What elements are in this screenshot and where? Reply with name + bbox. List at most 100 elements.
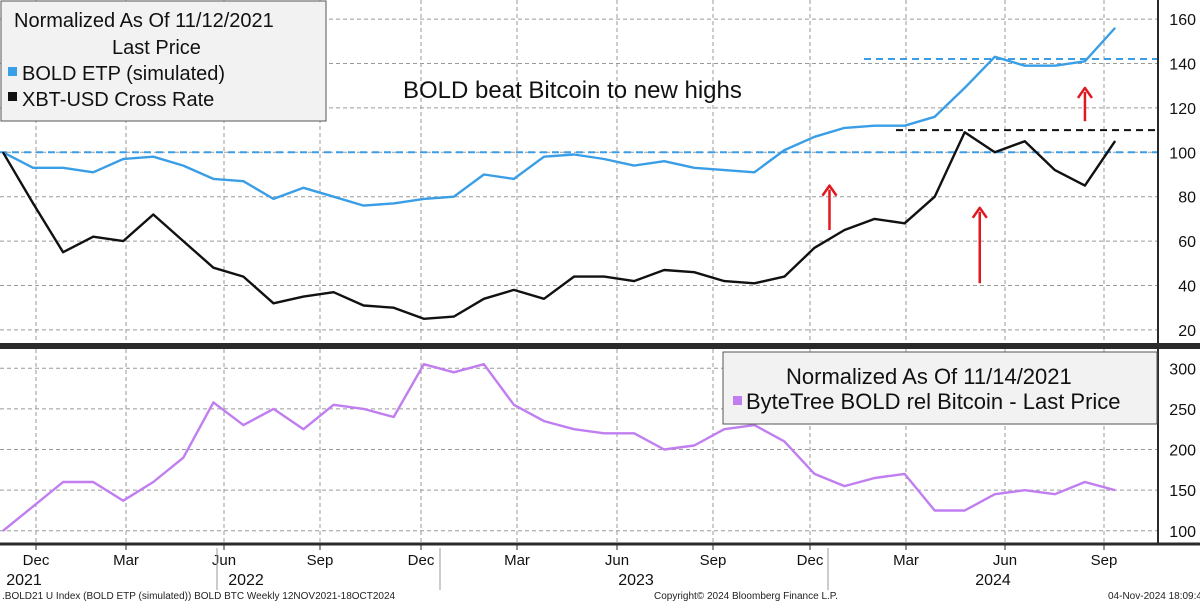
data-point [663,269,665,271]
month-tick-label: Jun [212,552,236,569]
data-point [813,473,816,475]
legend-label-xbt-usd: XBT-USD Cross Rate [22,89,214,111]
data-point [32,202,34,204]
data-point [423,363,425,365]
month-tick-label: Mar [113,552,139,569]
data-point [302,428,305,430]
data-point [904,473,906,475]
data-point [453,316,455,318]
data-point [212,267,214,269]
data-point [333,196,335,198]
data-point [152,213,154,216]
data-point [513,404,515,406]
data-point [1054,169,1056,171]
data-point [453,196,455,198]
data-point [874,477,876,479]
data-point [393,307,395,309]
data-point [393,202,395,204]
year-tick-label: 2022 [228,572,264,589]
data-point [843,229,846,231]
data-point [813,136,816,138]
data-point [363,408,365,410]
data-point [723,280,725,282]
data-point [633,432,635,434]
data-point [423,318,425,320]
data-point [483,298,485,300]
data-point [333,291,335,293]
data-point [513,289,515,291]
data-point [242,424,244,426]
data-point [152,156,154,158]
panel-divider [0,343,1200,349]
y-tick-label: 100 [1169,145,1196,162]
data-point [904,222,906,224]
y-tick-label: 80 [1178,190,1196,207]
data-point [483,363,485,365]
data-point [182,457,184,459]
data-point [934,116,936,118]
y-tick-label: 160 [1169,12,1196,29]
data-point [693,271,695,273]
data-point [874,218,876,220]
data-point [212,401,214,403]
legend-swatch-bold-rel-btc [733,396,742,405]
data-point [182,240,184,242]
data-point [122,240,124,242]
annotation-arrowhead [971,206,988,219]
y-tick-label: 140 [1169,57,1196,74]
top-legend: Normalized As Of 11/12/2021 Last Price B… [0,0,327,122]
data-point [603,158,605,160]
bottom-legend: Normalized As Of 11/14/2021 ByteTree BOL… [722,351,1158,425]
month-tick-label: Dec [797,552,824,569]
data-point [783,276,786,278]
data-point [633,165,635,167]
data-point [753,424,756,426]
data-point [783,440,786,442]
data-point [1024,489,1026,491]
data-point [603,432,605,434]
legend-label-bold-rel-btc: ByteTree BOLD rel Bitcoin - Last Price [746,389,1121,414]
y-tick-label: 250 [1169,402,1196,419]
month-tick-label: Mar [893,552,919,569]
footer-timestamp: 04-Nov-2024 18:09:49 [1108,591,1200,602]
data-point [603,276,605,278]
data-point [423,198,425,200]
legend-swatch-xbt-usd [8,92,17,101]
data-point [934,509,936,512]
data-point [272,302,275,304]
data-point [32,167,34,169]
data-point [92,171,94,173]
data-point [573,428,575,430]
data-point [1114,140,1116,142]
year-tick-label: 2023 [618,572,654,589]
data-point [333,404,335,406]
data-point [1054,65,1056,67]
data-point [92,481,94,483]
series-line-xbt-usd [1,131,1116,320]
data-point [152,481,154,483]
series-line-bold-etp [2,27,1116,207]
data-point [242,180,244,182]
data-point [1024,65,1026,67]
data-point [1084,481,1086,483]
data-point [633,280,635,282]
data-point [513,178,515,180]
data-point [363,304,365,307]
legend-swatch-bold-etp [8,67,17,76]
data-point [904,125,906,127]
data-point [994,493,996,495]
month-tick-label: Sep [700,552,727,569]
data-point [543,420,545,422]
month-tick-label: Jun [993,552,1017,569]
data-point [843,485,846,487]
data-point [62,167,64,169]
data-point [182,165,184,167]
bottom-chart-title: Normalized As Of 11/14/2021 [786,364,1072,389]
data-point [964,87,966,89]
top-chart-subtitle: Last Price [112,37,201,59]
y-tick-label: 100 [1169,524,1196,541]
annotation-arrowhead [821,184,838,197]
data-point [994,151,996,153]
